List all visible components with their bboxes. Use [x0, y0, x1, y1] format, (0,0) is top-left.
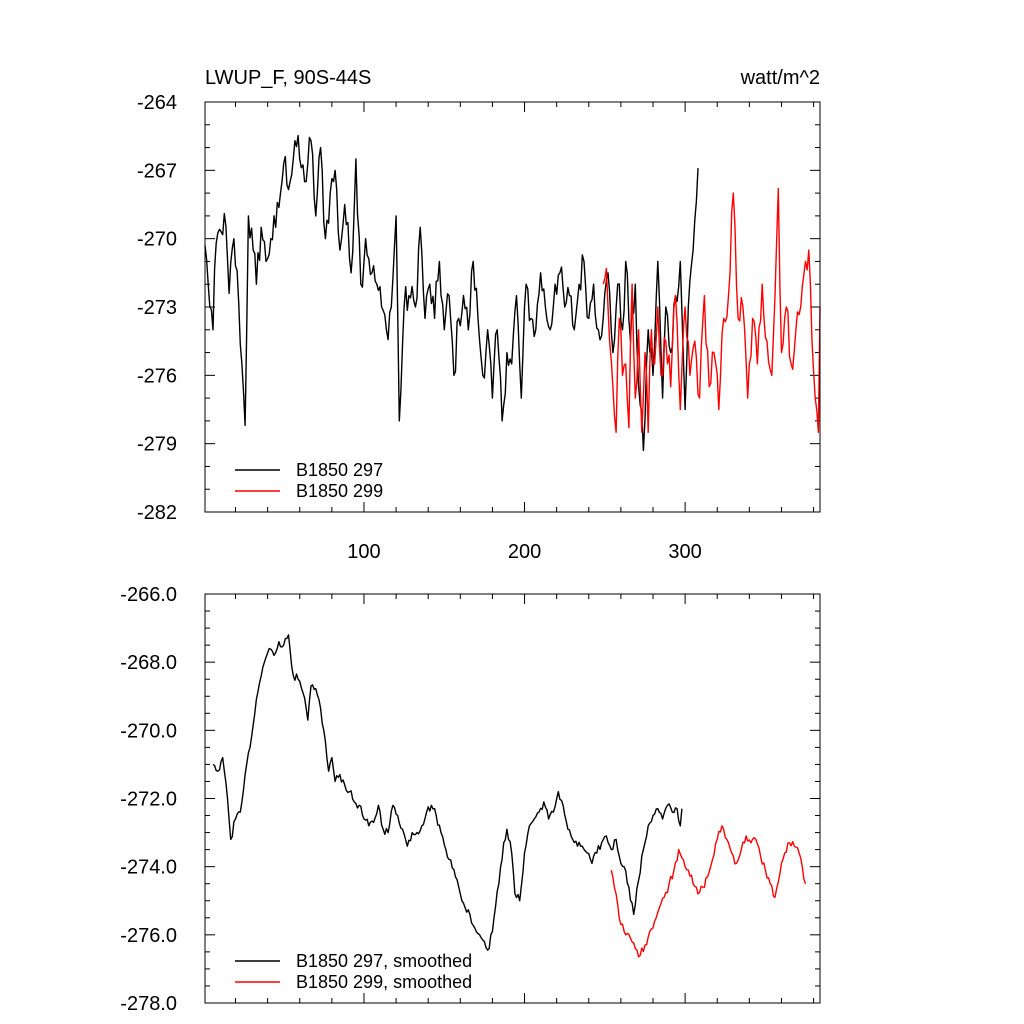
top-xtick-label: 300: [668, 541, 701, 563]
top-ytick-label: -273: [137, 297, 177, 319]
bottom-series-line-1: [610, 825, 807, 958]
top-plot-frame: [204, 101, 821, 513]
bottom-ytick-label: -268.0: [120, 652, 177, 674]
top-series: [204, 134, 821, 452]
bottom-series: [212, 634, 807, 958]
top-series-line-1: [602, 187, 821, 433]
top-ytick-label: -282: [137, 502, 177, 524]
bottom-legend: B1850 297, smoothed B1850 299, smoothed: [235, 951, 472, 992]
bottom-ytick-label: -272.0: [120, 789, 177, 811]
bottom-ytick-label: -276.0: [120, 925, 177, 947]
top-legend-label-0: B1850 297: [296, 460, 383, 480]
top-x-ticks: 100 200 300: [235, 102, 815, 563]
bottom-y-ticks: -266.0 -268.0 -270.0 -272.0 -274.0 -276.0 -278…: [120, 584, 820, 1015]
top-ytick-label: -279: [137, 434, 177, 456]
bottom-ytick-label: -278.0: [120, 993, 177, 1015]
top-title-right: watt/m^2: [740, 67, 820, 89]
top-ytick-label: -276: [137, 365, 177, 387]
top-y-ticks: -264 -267 -270 -273 -276 -279 -282: [137, 92, 820, 524]
top-ytick-label: -270: [137, 229, 177, 251]
top-legend-label-1: B1850 299: [296, 481, 383, 501]
bottom-ytick-label: -266.0: [120, 584, 177, 606]
top-ytick-label: -264: [137, 92, 177, 114]
bottom-legend-label-1: B1850 299, smoothed: [296, 972, 472, 992]
bottom-panel: -266.0 -268.0 -270.0 -272.0 -274.0 -276.0 -278…: [120, 584, 821, 1015]
bottom-ytick-label: -270.0: [120, 720, 177, 742]
top-xtick-label: 200: [508, 541, 541, 563]
top-xtick-label: 100: [347, 541, 380, 563]
top-series-line-0: [204, 134, 699, 452]
top-panel: LWUP_F, 90S-44S watt/m^2 -264 -267 -270 -27…: [137, 67, 821, 563]
bottom-plot-frame: [204, 593, 821, 1004]
top-title-left: LWUP_F, 90S-44S: [205, 67, 371, 89]
bottom-x-ticks: [235, 594, 815, 1003]
top-legend: B1850 297 B1850 299: [235, 460, 383, 501]
bottom-legend-label-0: B1850 297, smoothed: [296, 951, 472, 971]
top-ytick-label: -267: [137, 160, 177, 182]
bottom-series-line-0: [212, 634, 683, 951]
bottom-ytick-label: -274.0: [120, 857, 177, 879]
